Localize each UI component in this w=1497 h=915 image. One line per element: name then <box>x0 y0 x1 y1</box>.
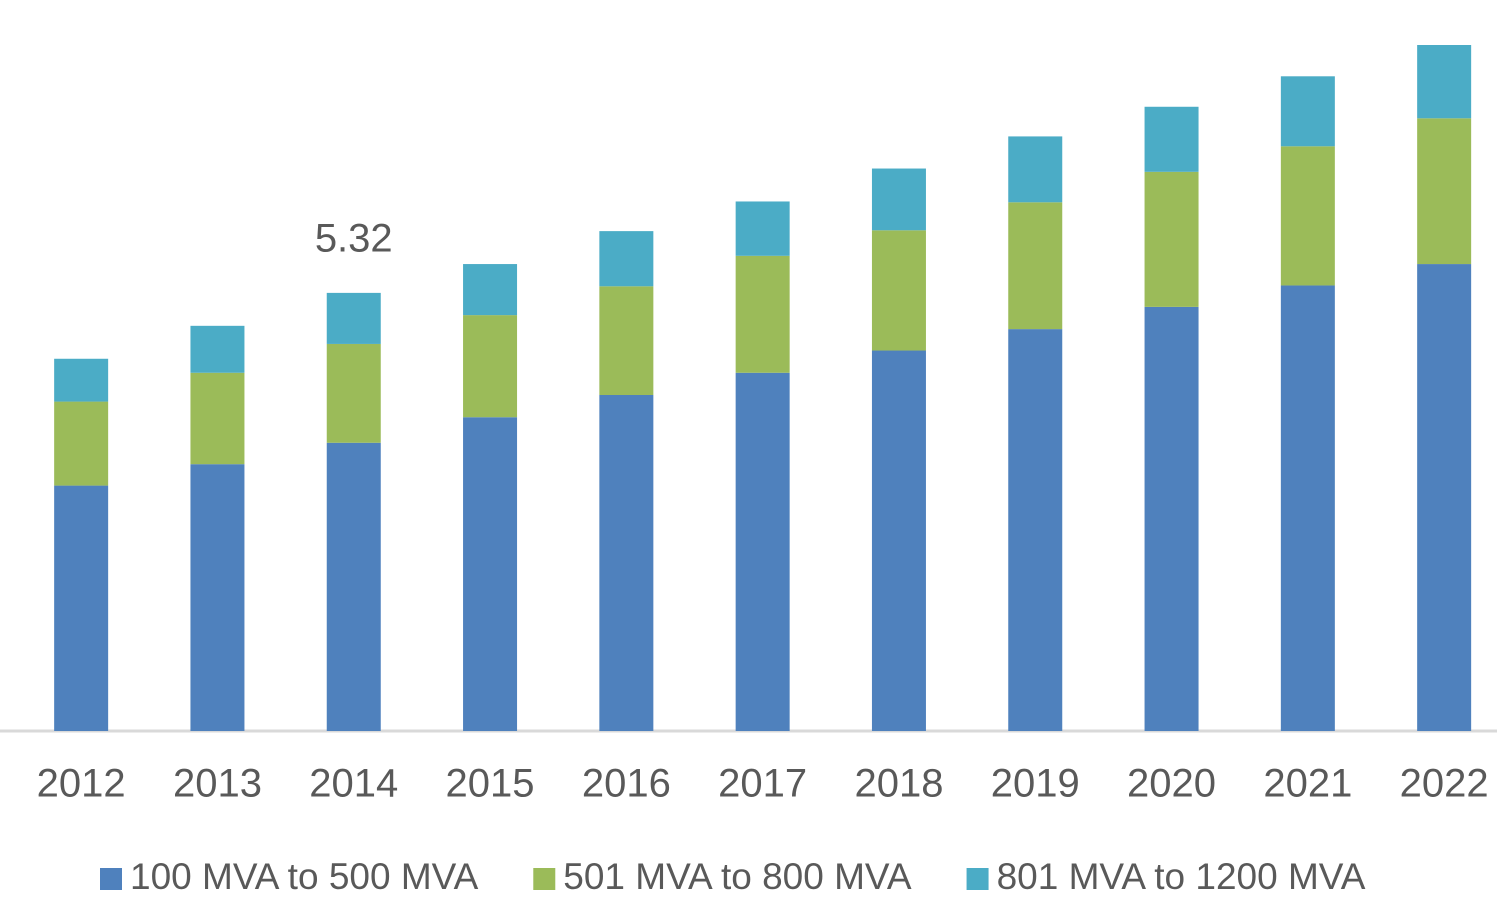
bar-segment <box>736 201 790 255</box>
x-tick-label: 2019 <box>991 762 1080 806</box>
bar-segment <box>190 464 244 731</box>
x-tick-label: 2013 <box>173 762 262 806</box>
legend-swatch <box>533 868 555 890</box>
x-tick-label: 2021 <box>1263 762 1352 806</box>
bar-segment <box>1008 202 1062 329</box>
x-tick-label: 2022 <box>1400 762 1489 806</box>
bar-segment <box>1417 45 1471 118</box>
bar-segment <box>736 256 790 373</box>
bar-segment <box>1145 107 1199 172</box>
bar-segment <box>1281 146 1335 285</box>
bar-segment <box>54 486 108 731</box>
legend-label: 501 MVA to 800 MVA <box>563 856 912 897</box>
bar-segment <box>463 315 517 417</box>
bar-segment <box>872 169 926 231</box>
bar-segment <box>599 286 653 395</box>
bar-segment <box>599 231 653 286</box>
bar-segment <box>327 293 381 344</box>
bar-segment <box>327 344 381 443</box>
legend-swatch <box>967 868 989 890</box>
x-tick-label: 2014 <box>309 762 398 806</box>
legend-label: 100 MVA to 500 MVA <box>130 856 479 897</box>
x-tick-label: 2012 <box>37 762 126 806</box>
page: {"chart_data": {"type": "stacked_bar", "… <box>0 0 1497 915</box>
x-tick-label: 2016 <box>582 762 671 806</box>
bar-segment <box>1145 307 1199 731</box>
x-tick-label: 2020 <box>1127 762 1216 806</box>
x-tick-label: 2018 <box>854 762 943 806</box>
bar-segment <box>1145 172 1199 307</box>
bar-segment <box>1008 136 1062 202</box>
bar-segment <box>190 373 244 464</box>
bar-segment <box>463 417 517 731</box>
bar-segment <box>463 264 517 315</box>
legend-label: 801 MVA to 1200 MVA <box>997 856 1366 897</box>
legend-swatch <box>100 868 122 890</box>
bar-segment <box>54 359 108 402</box>
chart: 2012 2013 2014 2015 2016 2017 2018 2019 2020 2021… <box>0 0 1497 915</box>
x-tick-label: 2017 <box>718 762 807 806</box>
x-tick-label: 2015 <box>446 762 535 806</box>
bar-segment <box>327 443 381 731</box>
data-label: 5.32 <box>315 216 393 260</box>
bar-segment <box>736 373 790 731</box>
bar-segment <box>190 326 244 373</box>
bar-segment <box>599 395 653 731</box>
bar-segment <box>872 230 926 350</box>
bar-segment <box>1417 118 1471 264</box>
bar-segment <box>872 351 926 731</box>
bar-segment <box>1281 285 1335 731</box>
bar-segment <box>1008 329 1062 731</box>
bar-segment <box>1281 76 1335 146</box>
bar-segment <box>54 402 108 486</box>
bar-segment <box>1417 264 1471 731</box>
